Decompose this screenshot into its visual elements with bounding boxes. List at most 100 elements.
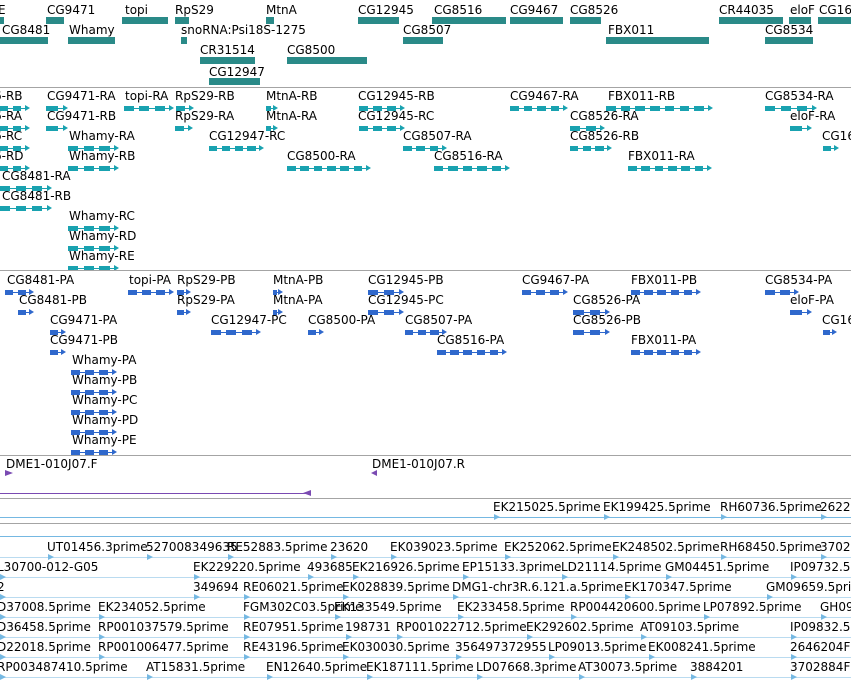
transcript-exon[interactable] — [68, 226, 79, 231]
protein-label[interactable]: FBX011-PB — [631, 273, 698, 287]
protein-exon[interactable] — [573, 310, 584, 315]
protein-exon[interactable] — [550, 290, 560, 295]
transcript-exon[interactable] — [287, 166, 296, 171]
transcript-exon[interactable] — [313, 166, 323, 171]
protein-label[interactable]: CG8500-PA — [308, 313, 376, 327]
transcript-exon[interactable] — [679, 106, 690, 111]
transcript-exon[interactable] — [510, 106, 519, 111]
est-label[interactable]: EK234052.5prime — [98, 600, 206, 614]
transcript-label[interactable]: CG9467-RA — [510, 89, 579, 103]
protein-label[interactable]: CG9471-PA — [50, 313, 118, 327]
est-label[interactable]: AT15831.5prime — [146, 660, 246, 674]
gene-label[interactable]: CG8516 — [434, 3, 483, 17]
transcript-label[interactable]: CG9471-RA — [47, 89, 116, 103]
protein-exon[interactable] — [573, 330, 584, 335]
protein-exon[interactable] — [536, 290, 546, 295]
protein-exon[interactable] — [226, 330, 237, 335]
est-label[interactable]: D37008.5prime — [0, 600, 91, 614]
gene-bar[interactable] — [68, 37, 115, 44]
protein-exon[interactable] — [644, 290, 653, 295]
protein-exon[interactable] — [368, 290, 379, 295]
transcript-label[interactable]: Whamy-RE — [69, 249, 135, 263]
protein-exon[interactable] — [99, 430, 109, 435]
transcript-exon[interactable] — [373, 106, 383, 111]
transcript-exon[interactable] — [681, 166, 690, 171]
gene-label[interactable]: FBX011 — [608, 23, 655, 37]
protein-exon[interactable] — [71, 410, 81, 415]
gene-bar[interactable] — [765, 37, 813, 44]
est-label[interactable]: UT01456.3prime — [47, 540, 148, 554]
protein-exon[interactable] — [308, 330, 316, 335]
transcript-exon[interactable] — [13, 126, 22, 131]
est-label[interactable]: 3702884F — [790, 660, 851, 674]
gene-bar[interactable] — [122, 17, 168, 24]
transcript-exon[interactable] — [570, 146, 579, 151]
protein-exon[interactable] — [85, 450, 95, 455]
protein-exon[interactable] — [177, 290, 184, 295]
est-label[interactable]: LP07892.5prime — [703, 600, 802, 614]
est-label[interactable]: L30700-012-G05 — [0, 560, 99, 574]
transcript-label[interactable]: MtnA-RB — [266, 89, 318, 103]
transcript-exon[interactable] — [68, 266, 79, 271]
protein-exon[interactable] — [780, 290, 790, 295]
gene-bar[interactable] — [287, 57, 367, 64]
gene-label[interactable]: MtnA — [266, 3, 297, 17]
protein-exon[interactable] — [177, 310, 184, 315]
transcript-exon[interactable] — [664, 106, 675, 111]
gene-label[interactable]: CG9471 — [47, 3, 96, 17]
transcript-label[interactable]: FBX011-RA — [628, 149, 695, 163]
est-label[interactable]: RP001022712.5prime — [396, 620, 527, 634]
transcript-exon[interactable] — [327, 166, 336, 171]
transcript-exon[interactable] — [570, 126, 581, 131]
protein-label[interactable]: CG12945-PC — [368, 293, 444, 307]
transcript-label[interactable]: Whamy-RB — [69, 149, 136, 163]
gene-bar[interactable] — [510, 17, 563, 24]
transcript-exon[interactable] — [765, 106, 776, 111]
protein-exon[interactable] — [657, 290, 666, 295]
transcript-exon[interactable] — [13, 106, 22, 111]
bac-end-arrow-left-icon[interactable] — [371, 470, 377, 476]
protein-exon[interactable] — [683, 290, 693, 295]
transcript-exon[interactable] — [694, 166, 704, 171]
protein-exon[interactable] — [17, 290, 26, 295]
protein-exon[interactable] — [211, 330, 221, 335]
gene-bar[interactable] — [209, 78, 260, 85]
protein-label[interactable]: CG8507-PA — [405, 313, 473, 327]
gene-bar[interactable] — [719, 17, 783, 24]
est-label[interactable]: IP09832.5 — [790, 620, 851, 634]
transcript-exon[interactable] — [68, 166, 79, 171]
protein-label[interactable]: FBX011-PA — [631, 333, 697, 347]
est-label[interactable]: 198731 — [345, 620, 391, 634]
protein-exon[interactable] — [99, 410, 109, 415]
transcript-exon[interactable] — [83, 146, 94, 151]
protein-label[interactable]: CG8516-PA — [437, 333, 505, 347]
est-label[interactable]: GM04451.5prime — [665, 560, 770, 574]
est-label[interactable]: 349694 — [193, 580, 239, 594]
gene-bar[interactable] — [818, 17, 851, 24]
protein-exon[interactable] — [368, 310, 379, 315]
gene-bar[interactable] — [606, 37, 709, 44]
protein-exon[interactable] — [683, 350, 693, 355]
est-label[interactable]: AT30073.5prime — [578, 660, 678, 674]
protein-exon[interactable] — [463, 350, 472, 355]
est-label[interactable]: DMG1-chr3R.6.121.a.5prime — [452, 580, 624, 594]
gene-bar[interactable] — [200, 57, 255, 64]
est-label[interactable]: EK292602.5prime — [526, 620, 634, 634]
transcript-exon[interactable] — [550, 106, 560, 111]
protein-exon[interactable] — [71, 430, 81, 435]
transcript-exon[interactable] — [0, 166, 9, 171]
protein-label[interactable]: Whamy-PD — [72, 413, 139, 427]
bac-end-label[interactable]: DME1-010J07.R — [372, 457, 466, 471]
protein-exon[interactable] — [71, 450, 81, 455]
est-label[interactable]: GM09659.5prime — [766, 580, 851, 594]
protein-exon[interactable] — [50, 350, 58, 355]
transcript-exon[interactable] — [16, 186, 27, 191]
est-label[interactable]: 2646204F — [790, 640, 851, 654]
transcript-label[interactable]: 6-RB — [0, 89, 23, 103]
transcript-exon[interactable] — [387, 126, 397, 131]
est-label[interactable]: FGM302C03.5prime — [243, 600, 363, 614]
transcript-exon[interactable] — [175, 126, 185, 131]
transcript-label[interactable]: topi-RA — [125, 89, 169, 103]
transcript-exon[interactable] — [99, 226, 110, 231]
gene-bar[interactable] — [0, 37, 48, 44]
